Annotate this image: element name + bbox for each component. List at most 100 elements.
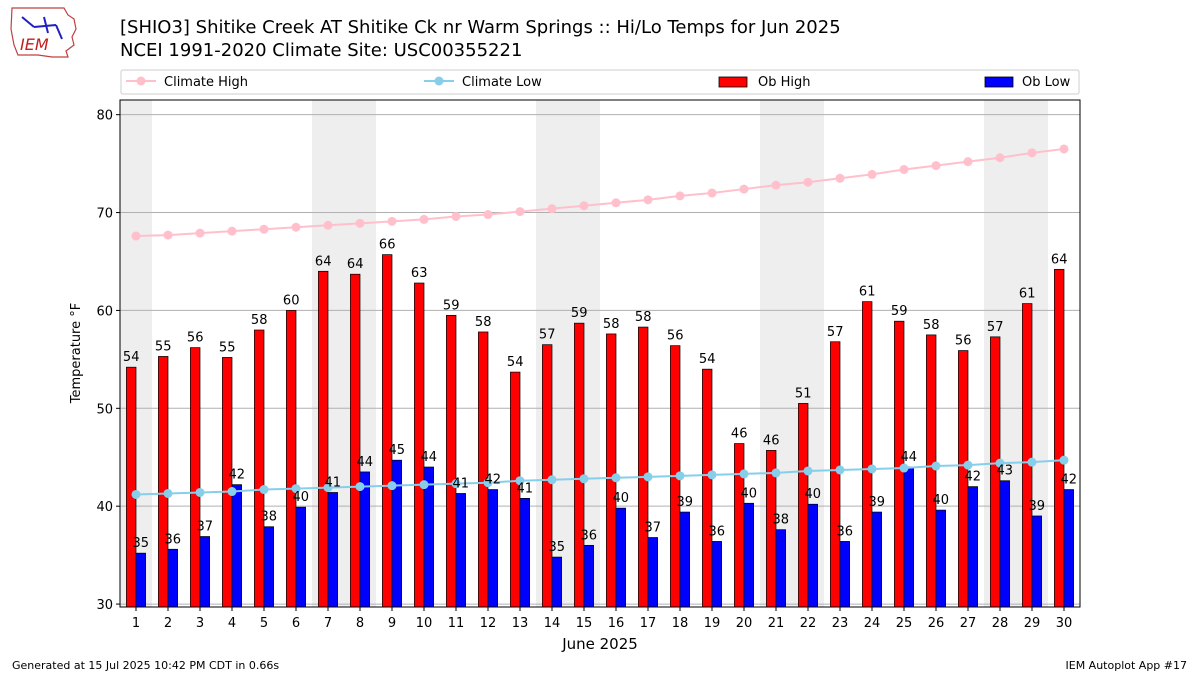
climate-high-point: [451, 211, 461, 221]
ob-low-bar: [679, 511, 690, 608]
ob-high-label: 56: [667, 329, 684, 344]
ob-low-bar: [1031, 515, 1042, 608]
ob-low-bar: [455, 493, 466, 608]
x-tick-label: 29: [1024, 616, 1041, 631]
x-tick-label: 12: [480, 616, 497, 631]
climate-low-point: [675, 471, 685, 481]
ob-high-label: 57: [987, 320, 1004, 335]
legend-climate-high-marker: [136, 76, 146, 86]
iem-logo: IEM: [8, 5, 80, 59]
x-tick-label: 2: [164, 616, 172, 631]
chart-subtitle: NCEI 1991-2020 Climate Site: USC00355221: [120, 40, 523, 61]
ob-low-label: 39: [1029, 499, 1046, 514]
x-tick-label: 3: [196, 616, 204, 631]
ob-low-label: 40: [613, 491, 630, 506]
climate-high-point: [611, 198, 621, 208]
ob-high-label: 59: [443, 298, 460, 313]
climate-low-point: [579, 474, 589, 484]
ob-high-bar: [830, 341, 841, 608]
y-tick-label: 80: [96, 109, 113, 124]
ob-low-label: 36: [581, 528, 598, 543]
ob-high-bar: [190, 347, 201, 608]
ob-high-label: 57: [539, 328, 556, 343]
climate-low-point: [515, 476, 525, 486]
legend-climate-high-label: Climate High: [164, 75, 248, 90]
climate-high-point: [291, 222, 301, 232]
legend-ob-high-swatch: [718, 76, 748, 88]
ob-high-label: 56: [955, 334, 972, 349]
climate-low-point: [707, 470, 717, 480]
ob-low-bar: [647, 537, 658, 608]
legend-ob-low-swatch: [984, 76, 1014, 88]
climate-low-point: [1059, 455, 1069, 465]
climate-low-point: [899, 463, 909, 473]
ob-low-bar: [231, 484, 242, 608]
climate-low-point: [355, 482, 365, 492]
climate-high-point: [579, 201, 589, 211]
ob-low-label: 36: [165, 532, 182, 547]
ob-high-label: 59: [891, 304, 908, 319]
ob-high-label: 54: [699, 352, 716, 367]
climate-low-point: [963, 460, 973, 470]
ob-low-bar: [359, 471, 370, 608]
climate-high-point: [195, 228, 205, 238]
climate-low-point: [547, 475, 557, 485]
x-tick-label: 27: [960, 616, 977, 631]
ob-low-label: 41: [325, 475, 342, 490]
ob-high-label: 58: [603, 317, 620, 332]
ob-high-bar: [478, 331, 489, 608]
ob-high-label: 58: [251, 313, 268, 328]
climate-low-point: [771, 468, 781, 478]
ob-low-label: 38: [261, 510, 278, 525]
ob-low-bar: [167, 548, 178, 608]
climate-low-point: [611, 473, 621, 483]
legend-ob-low-label: Ob Low: [1022, 75, 1071, 90]
ob-high-bar: [318, 270, 329, 608]
ob-high-label: 61: [1019, 287, 1036, 302]
app-credit: IEM Autoplot App #17: [1065, 659, 1188, 672]
ob-high-bar: [382, 254, 393, 608]
climate-low-line: [135, 459, 1065, 496]
ob-high-bar: [702, 368, 713, 608]
ob-low-label: 42: [1061, 473, 1078, 488]
climate-high-point: [707, 188, 717, 198]
climate-high-point: [803, 177, 813, 187]
ob-low-label: 44: [901, 450, 918, 465]
climate-low-point: [483, 478, 493, 488]
ob-low-label: 42: [485, 473, 502, 488]
x-tick-label: 25: [896, 616, 913, 631]
ob-high-bar: [350, 273, 361, 608]
ob-high-label: 64: [315, 254, 332, 269]
climate-high-point: [387, 216, 397, 226]
climate-low-point: [835, 465, 845, 475]
legend: Climate High Climate Low Ob High Ob Low: [120, 69, 1080, 95]
ob-high-label: 54: [123, 350, 140, 365]
ob-high-bar: [926, 334, 937, 608]
x-tick-label: 13: [512, 616, 529, 631]
x-tick-label: 18: [672, 616, 689, 631]
ob-low-bar: [967, 486, 978, 608]
climate-high-point: [899, 164, 909, 174]
ob-low-label: 38: [773, 513, 790, 528]
climate-high-point: [163, 230, 173, 240]
ob-high-bar: [126, 366, 137, 608]
x-tick-label: 15: [576, 616, 593, 631]
y-tick-label: 70: [96, 207, 113, 222]
ob-low-bar: [871, 511, 882, 608]
x-tick-label: 6: [292, 616, 300, 631]
x-tick-label: 16: [608, 616, 625, 631]
x-tick-label: 17: [640, 616, 657, 631]
ob-high-bar: [862, 301, 873, 608]
ob-low-bar: [295, 506, 306, 608]
generated-timestamp: Generated at 15 Jul 2025 10:42 PM CDT in…: [12, 659, 280, 672]
climate-high-point: [867, 169, 877, 179]
ob-low-label: 44: [357, 455, 374, 470]
ob-high-label: 58: [475, 315, 492, 330]
ob-low-label: 43: [997, 464, 1014, 479]
ob-low-bar: [615, 507, 626, 608]
ob-low-bar: [551, 556, 562, 608]
ob-low-label: 40: [741, 486, 758, 501]
ob-low-bar: [743, 502, 754, 608]
ob-low-label: 37: [645, 521, 662, 536]
